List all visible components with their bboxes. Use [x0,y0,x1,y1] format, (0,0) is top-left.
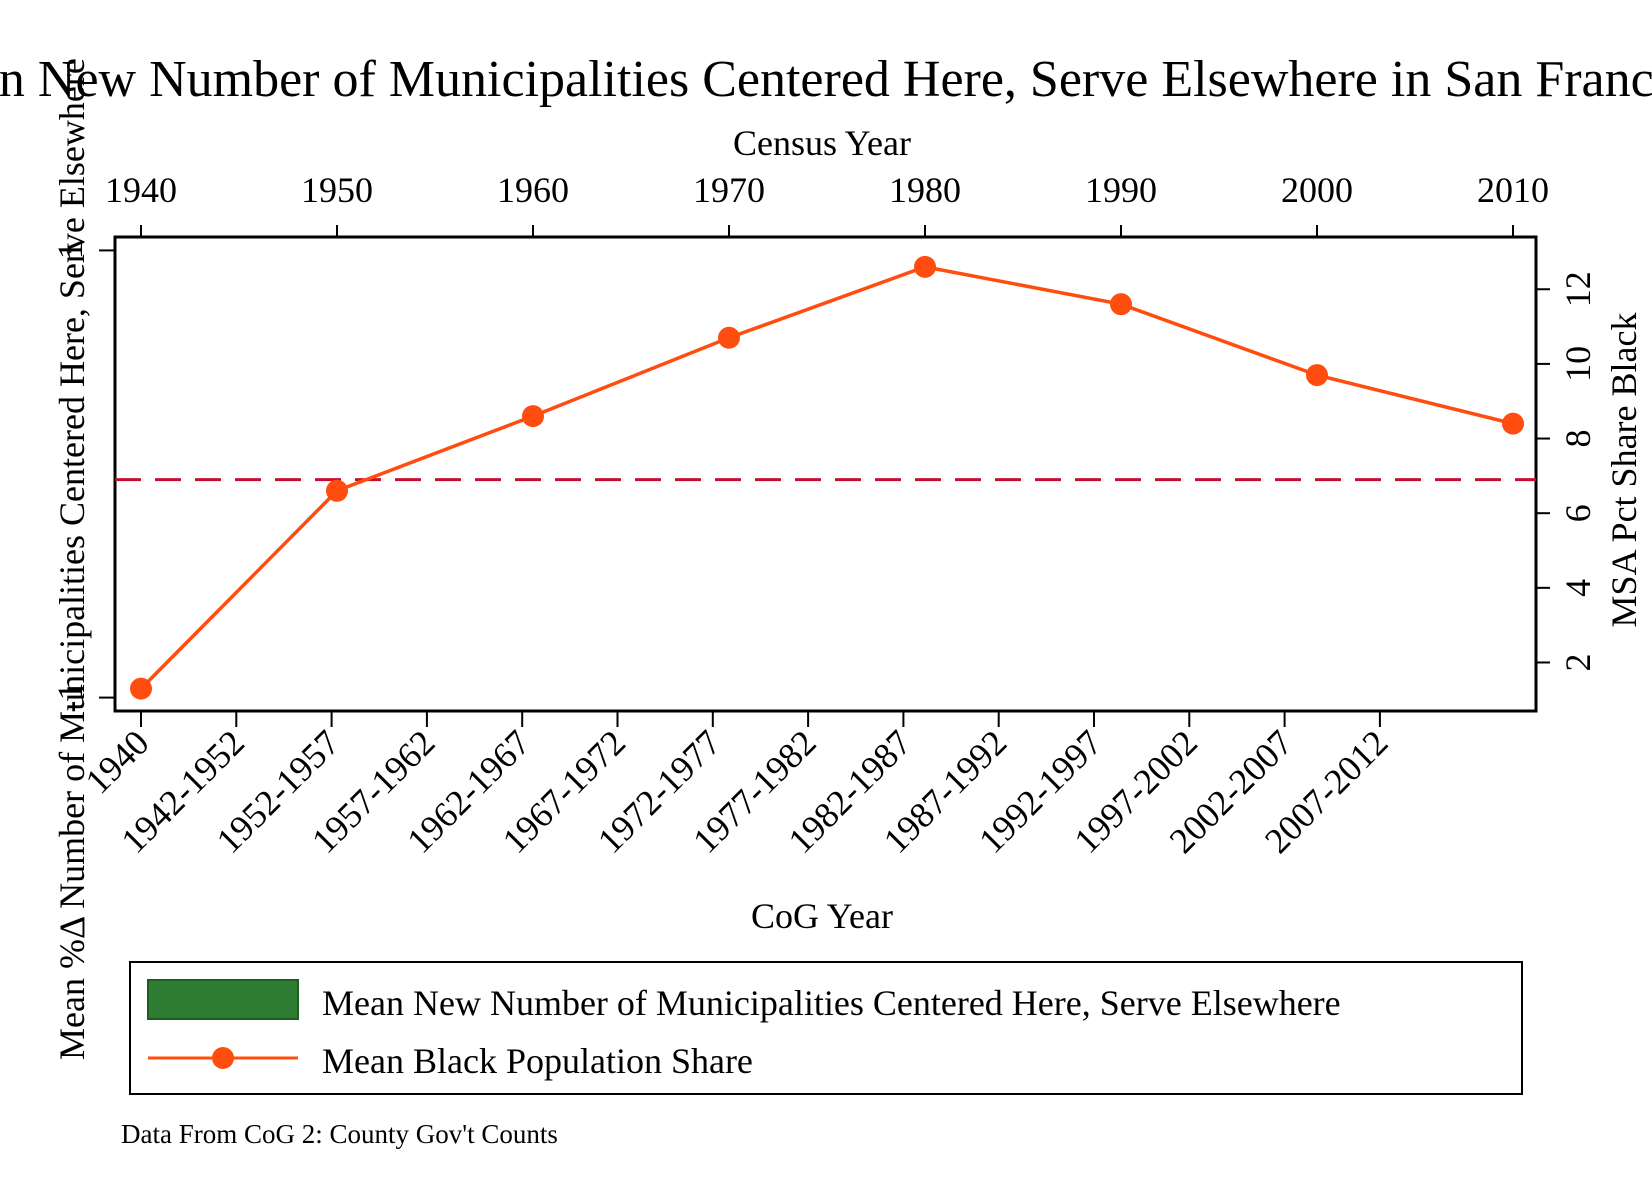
top-tick-label: 1980 [889,170,961,210]
top-tick-label: 1960 [497,170,569,210]
legend-frame [129,961,1523,1095]
left-tick-label: 1 [50,241,90,259]
legend-label-black-share: Mean Black Population Share [322,1041,753,1081]
data-point [130,677,152,700]
top-tick-label: 1970 [693,170,765,210]
legend-swatch-bar [147,979,299,1020]
right-tick-label: 6 [1558,504,1598,522]
legend-swatch-dot [212,1047,234,1069]
left-axis-label: Mean %Δ Number of Municipalities Centere… [52,58,92,1060]
left-axis-ticks: -1 1 [50,241,115,713]
plot-frame [113,235,1538,713]
bottom-axis-label: CoG Year [751,896,893,936]
data-point [1110,293,1132,316]
legend: Mean New Number of Municipalities Center… [129,961,1523,1095]
right-axis-ticks: 2 4 6 8 10 12 [1536,271,1598,671]
top-axis-label: Census Year [733,123,911,163]
top-tick-label: 1950 [301,170,373,210]
data-point [326,479,348,502]
top-tick-label: 1990 [1085,170,1157,210]
right-tick-label: 12 [1558,271,1598,307]
data-point [522,405,544,428]
data-point [914,255,936,278]
series-line [139,265,1514,690]
right-tick-label: 4 [1558,579,1598,597]
right-tick-label: 10 [1558,346,1598,382]
left-tick-label: -1 [50,683,90,713]
data-source-note: Data From CoG 2: County Gov't Counts [121,1119,558,1149]
legend-label-municipalities: Mean New Number of Municipalities Center… [322,983,1341,1023]
data-point [718,326,740,349]
top-tick-label: 1940 [105,170,177,210]
top-axis-ticks: 1940 1950 1960 1970 1980 1990 2000 2010 [105,170,1549,237]
right-axis-label: MSA Pct Share Black [1604,313,1644,628]
top-tick-label: 2000 [1281,170,1353,210]
top-tick-label: 2010 [1477,170,1549,210]
right-tick-label: 8 [1558,430,1598,448]
series-layer [130,255,1524,700]
data-point [1502,412,1524,435]
data-point [1306,364,1328,387]
bottom-axis-ticks: 19401942-19521952-19571957-19621962-1967… [77,711,1396,861]
right-tick-label: 2 [1558,653,1598,671]
chart-title: Mean New Number of Municipalities Center… [0,51,1652,108]
